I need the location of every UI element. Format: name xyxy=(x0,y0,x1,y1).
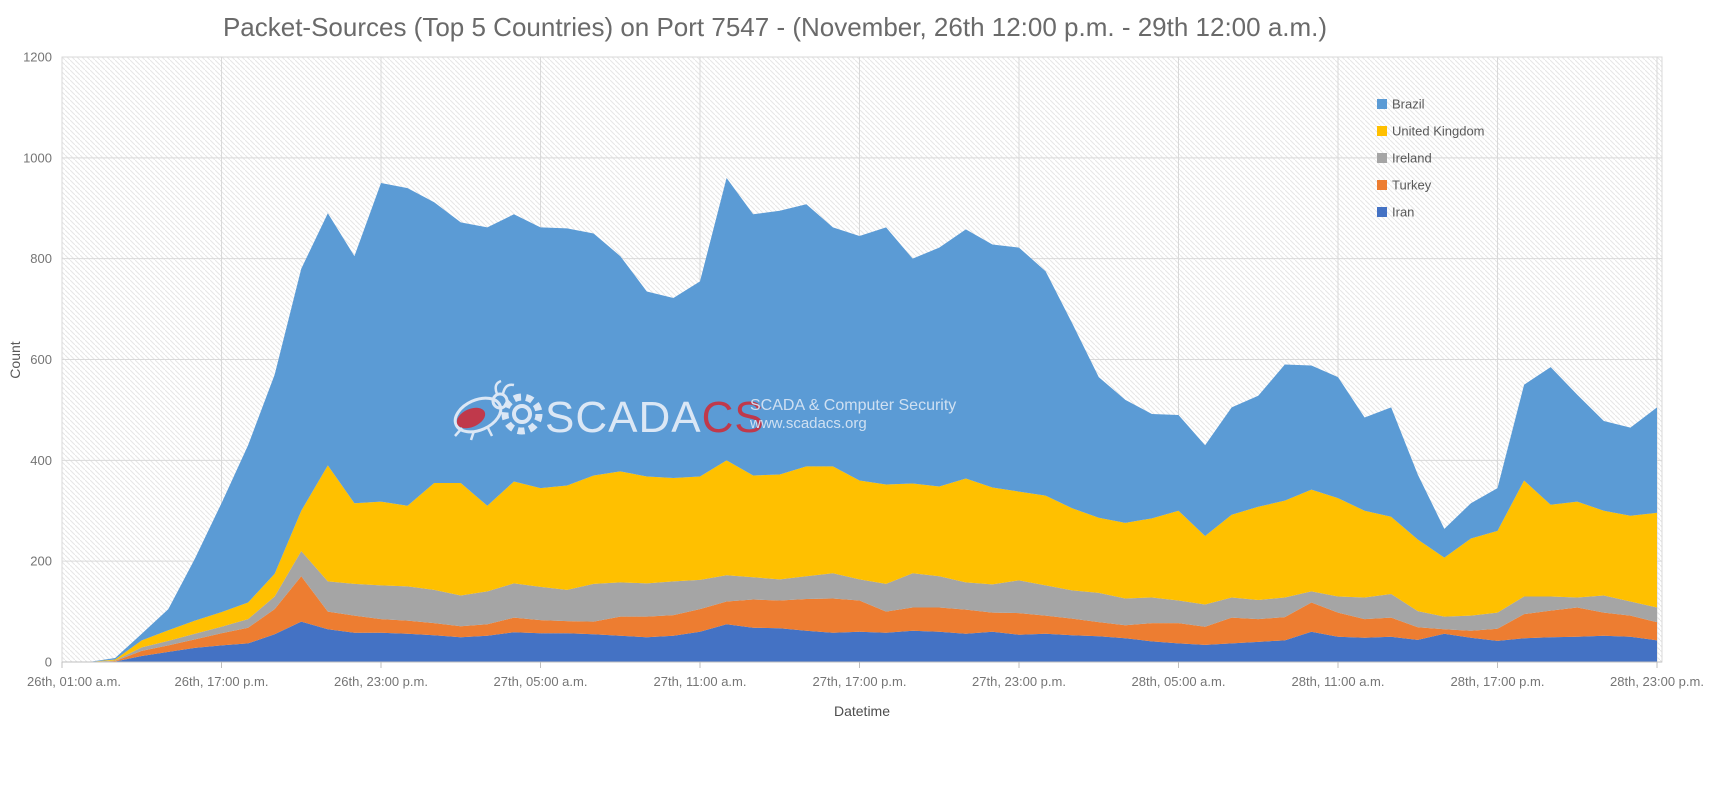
watermark-brand-red: CS xyxy=(702,393,765,442)
x-tick-label: 28th, 17:00 p.m. xyxy=(1451,674,1545,689)
x-tick-label: 26th, 01:00 a.m. xyxy=(27,674,121,689)
watermark-url: www.scadacs.org xyxy=(749,415,867,432)
legend-swatch-iran xyxy=(1377,207,1387,217)
scadacs-gear-icon xyxy=(501,393,543,435)
y-tick-label: 800 xyxy=(30,251,52,266)
y-tick-label: 0 xyxy=(45,655,52,670)
area-united-kingdom xyxy=(62,460,1657,662)
chart-title: Packet-Sources (Top 5 Countries) on Port… xyxy=(223,12,1327,42)
y-tick-label: 1200 xyxy=(23,50,52,65)
x-tick-label: 28th, 11:00 a.m. xyxy=(1292,674,1385,689)
y-tick-label: 1000 xyxy=(23,150,52,165)
legend-swatch-united-kingdom xyxy=(1377,126,1387,136)
watermark-tagline: SCADA & Computer Security xyxy=(750,397,956,414)
watermark: SCADACS SCADA & Computer Security www.sc… xyxy=(453,379,956,442)
axes: 0 200 400 600 800 1000 1200 26th, 01:00 a.m. 26t… xyxy=(23,50,1704,690)
area-series xyxy=(62,178,1657,662)
x-tick-label: 26th, 23:00 p.m. xyxy=(334,674,428,689)
x-tick-label: 27th, 23:00 p.m. xyxy=(972,674,1066,689)
watermark-brand-light: SCADA xyxy=(545,393,702,442)
x-tick-label: 28th, 23:00 p.m. xyxy=(1610,674,1704,689)
legend-swatch-brazil xyxy=(1377,99,1387,109)
area-iran xyxy=(62,621,1657,662)
y-axis-title: Count xyxy=(7,341,23,378)
legend-swatch-turkey xyxy=(1377,180,1387,190)
area-turkey xyxy=(62,576,1657,662)
legend-label-united-kingdom: United Kingdom xyxy=(1392,124,1485,139)
x-tick-label: 27th, 17:00 p.m. xyxy=(813,674,907,689)
x-tick-label: 27th, 11:00 a.m. xyxy=(654,674,747,689)
svg-text:SCADACS: SCADACS xyxy=(545,393,765,442)
y-tick-label: 200 xyxy=(30,554,52,569)
legend-label-brazil: Brazil xyxy=(1392,97,1425,112)
x-tick-label: 27th, 05:00 a.m. xyxy=(494,674,588,689)
area-brazil xyxy=(62,178,1657,662)
legend-label-ireland: Ireland xyxy=(1392,151,1432,166)
x-tick-label: 28th, 05:00 a.m. xyxy=(1132,674,1226,689)
scadacs-bug-icon xyxy=(453,379,515,441)
y-tick-label: 400 xyxy=(30,453,52,468)
legend-label-turkey: Turkey xyxy=(1392,178,1432,193)
x-axis-title: Datetime xyxy=(834,703,890,719)
x-tick-label: 26th, 17:00 p.m. xyxy=(175,674,269,689)
y-tick-label: 600 xyxy=(30,352,52,367)
legend-swatch-ireland xyxy=(1377,153,1387,163)
legend-label-iran: Iran xyxy=(1392,205,1414,220)
legend: Brazil United Kingdom Ireland Turkey Iran xyxy=(1377,97,1485,220)
area-ireland xyxy=(62,551,1657,662)
